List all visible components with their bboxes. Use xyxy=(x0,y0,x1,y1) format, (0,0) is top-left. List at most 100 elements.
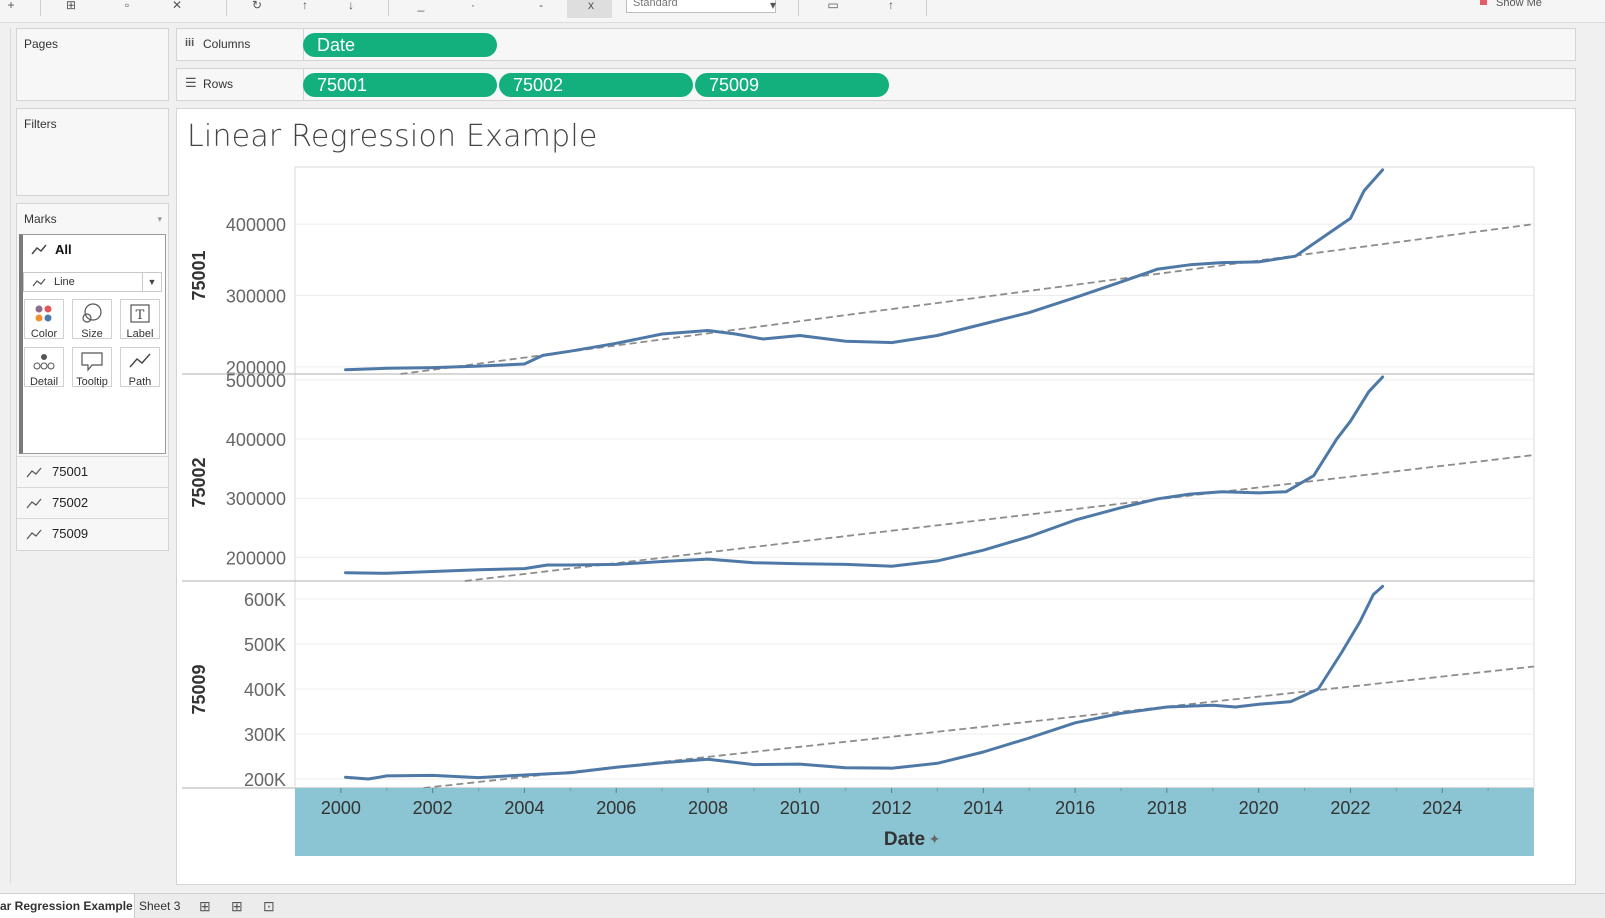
columns-icon: iii xyxy=(185,37,195,49)
label-button[interactable]: T Label xyxy=(120,299,160,340)
data-source-icon[interactable]: + xyxy=(7,0,15,12)
x-tick-label: 2002 xyxy=(413,798,453,818)
rows-shelf-label: ☰ Rows xyxy=(177,69,304,100)
y-tick-label: 200000 xyxy=(226,358,286,378)
marks-series-item[interactable]: 75001 xyxy=(17,456,168,488)
tooltip-button[interactable]: Tooltip xyxy=(72,347,112,388)
line-mark-icon xyxy=(26,467,42,478)
clear-pin-button[interactable] xyxy=(567,0,612,18)
label-icon: T xyxy=(130,304,150,323)
row-header-label: 75002 xyxy=(189,457,209,507)
x-tick-label: 2000 xyxy=(321,798,361,818)
highlight-icon[interactable]: _ xyxy=(417,0,425,12)
x-tick-label: 2012 xyxy=(872,798,912,818)
label-label: Label xyxy=(126,328,154,340)
trend-line xyxy=(423,665,1535,789)
y-tick-label: 200K xyxy=(244,770,286,790)
marks-series-label: 75001 xyxy=(52,464,89,479)
row-pill-75002[interactable]: 75002 xyxy=(499,73,693,97)
sort-ascending-icon[interactable]: ↑ xyxy=(302,0,308,12)
size-button[interactable]: Size xyxy=(72,299,112,340)
x-tick-label: 2022 xyxy=(1330,798,1370,818)
tab-active-sheet[interactable]: ar Regression Example xyxy=(0,894,135,918)
chevron-down-icon[interactable]: ▼ xyxy=(142,273,161,291)
y-tick-label: 500K xyxy=(244,635,286,655)
toolbar-separator xyxy=(388,0,389,16)
line-mark-icon xyxy=(26,529,42,540)
marks-card: Marks ▾ All Line ▼ Color Size T Label D xyxy=(16,203,169,551)
y-tick-label: 400K xyxy=(244,680,286,700)
worksheet-view: Linear Regression Example 200000 300000 40… xyxy=(176,108,1576,885)
filters-card[interactable]: Filters xyxy=(16,108,169,196)
line-chart[interactable]: 200000 300000 400000 75001 200000 300000 40000… xyxy=(177,109,1575,884)
tooltip-icon xyxy=(81,352,103,372)
swap-icon[interactable]: ↻ xyxy=(251,0,263,12)
path-button[interactable]: Path xyxy=(120,347,160,388)
new-sheet-icon[interactable]: ⊞ xyxy=(65,0,77,12)
toolbar-separator xyxy=(40,0,41,16)
sort-descending-icon[interactable]: ↓ xyxy=(348,0,354,12)
share-icon[interactable]: ↑ xyxy=(888,0,894,12)
row-header-label: 75009 xyxy=(189,664,209,714)
sheet-tabs-bar: ar Regression Example Sheet 3 ⊞ ⊞ ⊡ xyxy=(0,893,1605,918)
size-label: Size xyxy=(81,328,103,340)
line-mark-icon xyxy=(26,498,42,509)
presentation-icon[interactable]: ▭ xyxy=(827,0,839,12)
side-collapse-strip[interactable] xyxy=(0,28,11,883)
mark-type-label: Line xyxy=(54,276,75,288)
x-axis-band xyxy=(295,788,1534,856)
tab-sheet-3[interactable]: Sheet 3 xyxy=(139,899,181,913)
marks-series-item[interactable]: 75009 xyxy=(17,518,168,550)
x-tick-label: 2008 xyxy=(688,798,728,818)
chevron-down-icon[interactable]: ▾ xyxy=(769,0,777,12)
columns-shelf-label: iii Columns xyxy=(177,29,304,60)
columns-shelf[interactable]: iii Columns Date xyxy=(176,28,1576,61)
size-icon xyxy=(82,303,102,323)
x-tick-label: 2010 xyxy=(780,798,820,818)
labels-icon[interactable]: - xyxy=(539,0,543,12)
detail-label: Detail xyxy=(29,376,59,388)
fit-select[interactable]: Standard xyxy=(626,0,776,13)
series-line-75001 xyxy=(344,168,1385,372)
y-tick-label: 300000 xyxy=(226,286,286,306)
new-story-icon[interactable]: ⊡ xyxy=(263,898,275,914)
row-pill-75009[interactable]: 75009 xyxy=(695,73,889,97)
x-tick-label: 2020 xyxy=(1239,798,1279,818)
view-title: Linear Regression Example xyxy=(187,119,598,154)
marks-all-label: All xyxy=(55,242,72,257)
trend-line xyxy=(464,454,1535,582)
row-pill-75001[interactable]: 75001 xyxy=(303,73,497,97)
clear-sheet-icon[interactable]: ✕ xyxy=(171,0,183,12)
color-label: Color xyxy=(30,328,58,340)
duplicate-sheet-icon[interactable]: ▫ xyxy=(124,0,130,12)
tooltip-label: Tooltip xyxy=(76,376,108,388)
x-tick-label: 2024 xyxy=(1422,798,1462,818)
mark-type-dropdown[interactable]: Line ▼ xyxy=(23,272,162,292)
pages-label: Pages xyxy=(24,37,59,51)
date-pill[interactable]: Date xyxy=(303,33,497,57)
x-tick-label: 2004 xyxy=(504,798,544,818)
rows-shelf[interactable]: ☰ Rows 75001 75002 75009 xyxy=(176,68,1576,101)
show-me-icon[interactable] xyxy=(1480,0,1487,5)
series-line-75002 xyxy=(344,375,1385,575)
show-me-button[interactable]: Show Me xyxy=(1496,0,1542,8)
marks-series-item[interactable]: 75002 xyxy=(17,487,168,519)
new-dashboard-icon[interactable]: ⊞ xyxy=(231,898,243,914)
marks-series-label: 75009 xyxy=(52,526,89,541)
pin-clear-icon[interactable]: x xyxy=(588,0,594,12)
pages-card[interactable]: Pages xyxy=(16,28,169,101)
marks-series-label: 75002 xyxy=(52,495,89,510)
marks-all-section[interactable]: All xyxy=(19,234,166,454)
rows-icon: ☰ xyxy=(185,75,197,90)
new-worksheet-icon[interactable]: ⊞ xyxy=(199,898,211,914)
y-tick-label: 600K xyxy=(244,590,286,610)
path-label: Path xyxy=(128,376,152,388)
line-mark-icon xyxy=(31,244,47,255)
y-tick-label: 200000 xyxy=(226,548,286,568)
marks-menu-icon[interactable]: ▾ xyxy=(157,214,162,224)
filters-label: Filters xyxy=(24,117,57,131)
color-button[interactable]: Color xyxy=(24,299,64,340)
group-icon[interactable]: · xyxy=(471,0,475,12)
detail-button[interactable]: Detail xyxy=(24,347,64,388)
color-icon xyxy=(35,305,52,322)
